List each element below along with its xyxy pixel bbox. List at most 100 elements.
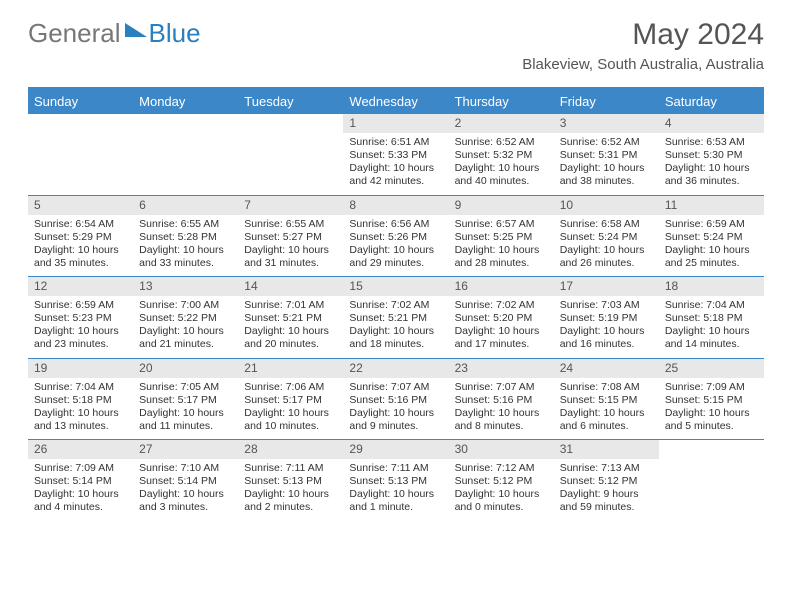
day-number: 24 (554, 359, 659, 378)
sunrise-text: Sunrise: 7:09 AM (665, 381, 758, 394)
day-body: Sunrise: 7:07 AMSunset: 5:16 PMDaylight:… (343, 378, 448, 440)
day-body: Sunrise: 6:54 AMSunset: 5:29 PMDaylight:… (28, 215, 133, 277)
day-cell: 23Sunrise: 7:07 AMSunset: 5:16 PMDayligh… (449, 359, 554, 440)
daylight-text: Daylight: 10 hours and 4 minutes. (34, 488, 127, 514)
daylight-text: Daylight: 10 hours and 38 minutes. (560, 162, 653, 188)
day-cell: 8 Sunrise: 6:56 AMSunset: 5:26 PMDaylight… (343, 196, 448, 277)
daylight-text: Daylight: 10 hours and 21 minutes. (139, 325, 232, 351)
sunset-text: Sunset: 5:14 PM (34, 475, 127, 488)
sunset-text: Sunset: 5:33 PM (349, 149, 442, 162)
sunrise-text: Sunrise: 6:54 AM (34, 218, 127, 231)
day-number: 26 (28, 440, 133, 459)
week-row: 26Sunrise: 7:09 AMSunset: 5:14 PMDayligh… (28, 440, 764, 521)
sunrise-text: Sunrise: 7:04 AM (665, 299, 758, 312)
day-cell: 21Sunrise: 7:06 AMSunset: 5:17 PMDayligh… (238, 359, 343, 440)
day-cell: 27Sunrise: 7:10 AMSunset: 5:14 PMDayligh… (133, 440, 238, 521)
day-number: 10 (554, 196, 659, 215)
day-cell: 5Sunrise: 6:54 AMSunset: 5:29 PMDaylight… (28, 196, 133, 277)
day-body: Sunrise: 7:04 AMSunset: 5:18 PMDaylight:… (659, 296, 764, 358)
day-number: 19 (28, 359, 133, 378)
day-cell: 16Sunrise: 7:02 AMSunset: 5:20 PMDayligh… (449, 277, 554, 358)
sunrise-text: Sunrise: 6:56 AM (349, 218, 442, 231)
daylight-text: Daylight: 10 hours and 6 minutes. (560, 407, 653, 433)
week-row: 12Sunrise: 6:59 AMSunset: 5:23 PMDayligh… (28, 277, 764, 359)
day-body: Sunrise: 7:09 AMSunset: 5:15 PMDaylight:… (659, 378, 764, 440)
day-cell: 15Sunrise: 7:02 AMSunset: 5:21 PMDayligh… (343, 277, 448, 358)
day-number: 21 (238, 359, 343, 378)
logo-word2: Blue (149, 18, 201, 49)
daylight-text: Daylight: 10 hours and 42 minutes. (349, 162, 442, 188)
sunset-text: Sunset: 5:16 PM (349, 394, 442, 407)
day-cell: 10Sunrise: 6:58 AMSunset: 5:24 PMDayligh… (554, 196, 659, 277)
sunrise-text: Sunrise: 7:00 AM (139, 299, 232, 312)
day-number: 16 (449, 277, 554, 296)
day-body: Sunrise: 6:57 AMSunset: 5:25 PMDaylight:… (449, 215, 554, 277)
logo-word1: General (28, 18, 121, 49)
day-cell: 18Sunrise: 7:04 AMSunset: 5:18 PMDayligh… (659, 277, 764, 358)
sunrise-text: Sunrise: 7:12 AM (455, 462, 548, 475)
sunset-text: Sunset: 5:16 PM (455, 394, 548, 407)
sunrise-text: Sunrise: 7:01 AM (244, 299, 337, 312)
daylight-text: Daylight: 10 hours and 36 minutes. (665, 162, 758, 188)
day-number: 18 (659, 277, 764, 296)
day-cell: 13Sunrise: 7:00 AMSunset: 5:22 PMDayligh… (133, 277, 238, 358)
day-number: 15 (343, 277, 448, 296)
sunset-text: Sunset: 5:15 PM (560, 394, 653, 407)
sunset-text: Sunset: 5:22 PM (139, 312, 232, 325)
day-body: Sunrise: 7:07 AMSunset: 5:16 PMDaylight:… (449, 378, 554, 440)
sunset-text: Sunset: 5:17 PM (244, 394, 337, 407)
sunrise-text: Sunrise: 7:05 AM (139, 381, 232, 394)
daylight-text: Daylight: 10 hours and 31 minutes. (244, 244, 337, 270)
sunset-text: Sunset: 5:27 PM (244, 231, 337, 244)
day-number: 8 (343, 196, 448, 215)
sunset-text: Sunset: 5:14 PM (139, 475, 232, 488)
sunset-text: Sunset: 5:26 PM (349, 231, 442, 244)
day-body: Sunrise: 7:08 AMSunset: 5:15 PMDaylight:… (554, 378, 659, 440)
day-cell: 1Sunrise: 6:51 AMSunset: 5:33 PMDaylight… (343, 114, 448, 195)
day-cell: 20Sunrise: 7:05 AMSunset: 5:17 PMDayligh… (133, 359, 238, 440)
day-cell: 3Sunrise: 6:52 AMSunset: 5:31 PMDaylight… (554, 114, 659, 195)
daylight-text: Daylight: 10 hours and 40 minutes. (455, 162, 548, 188)
daylight-text: Daylight: 10 hours and 29 minutes. (349, 244, 442, 270)
week-row: 19Sunrise: 7:04 AMSunset: 5:18 PMDayligh… (28, 359, 764, 441)
sunset-text: Sunset: 5:21 PM (244, 312, 337, 325)
sunrise-text: Sunrise: 6:52 AM (455, 136, 548, 149)
day-body: Sunrise: 6:53 AMSunset: 5:30 PMDaylight:… (659, 133, 764, 195)
sunrise-text: Sunrise: 7:10 AM (139, 462, 232, 475)
day-number: 1 (343, 114, 448, 133)
day-body: Sunrise: 7:11 AMSunset: 5:13 PMDaylight:… (343, 459, 448, 521)
sunrise-text: Sunrise: 7:07 AM (349, 381, 442, 394)
sunset-text: Sunset: 5:30 PM (665, 149, 758, 162)
day-cell: 12Sunrise: 6:59 AMSunset: 5:23 PMDayligh… (28, 277, 133, 358)
day-cell: 17Sunrise: 7:03 AMSunset: 5:19 PMDayligh… (554, 277, 659, 358)
day-header: Tuesday (238, 89, 343, 114)
daylight-text: Daylight: 10 hours and 20 minutes. (244, 325, 337, 351)
sunrise-text: Sunrise: 7:11 AM (349, 462, 442, 475)
logo: General Blue (28, 18, 201, 49)
sunset-text: Sunset: 5:17 PM (139, 394, 232, 407)
daylight-text: Daylight: 10 hours and 13 minutes. (34, 407, 127, 433)
sunrise-text: Sunrise: 7:02 AM (455, 299, 548, 312)
sunset-text: Sunset: 5:12 PM (560, 475, 653, 488)
sunrise-text: Sunrise: 7:13 AM (560, 462, 653, 475)
logo-triangle-icon (125, 23, 147, 37)
day-number: 6 (133, 196, 238, 215)
day-number: 7 (238, 196, 343, 215)
week-row: 1Sunrise: 6:51 AMSunset: 5:33 PMDaylight… (28, 114, 764, 196)
day-cell: 30Sunrise: 7:12 AMSunset: 5:12 PMDayligh… (449, 440, 554, 521)
day-number: 14 (238, 277, 343, 296)
month-title: May 2024 (522, 18, 764, 52)
sunrise-text: Sunrise: 7:08 AM (560, 381, 653, 394)
day-cell: 6Sunrise: 6:55 AMSunset: 5:28 PMDaylight… (133, 196, 238, 277)
sunrise-text: Sunrise: 7:02 AM (349, 299, 442, 312)
day-header: Sunday (28, 89, 133, 114)
daylight-text: Daylight: 10 hours and 18 minutes. (349, 325, 442, 351)
daylight-text: Daylight: 10 hours and 10 minutes. (244, 407, 337, 433)
day-body: Sunrise: 7:06 AMSunset: 5:17 PMDaylight:… (238, 378, 343, 440)
day-number: 9 (449, 196, 554, 215)
day-body: Sunrise: 7:02 AMSunset: 5:20 PMDaylight:… (449, 296, 554, 358)
day-cell: 19Sunrise: 7:04 AMSunset: 5:18 PMDayligh… (28, 359, 133, 440)
day-body: Sunrise: 7:10 AMSunset: 5:14 PMDaylight:… (133, 459, 238, 521)
calendar: Sunday Monday Tuesday Wednesday Thursday… (28, 87, 764, 521)
day-number: 3 (554, 114, 659, 133)
